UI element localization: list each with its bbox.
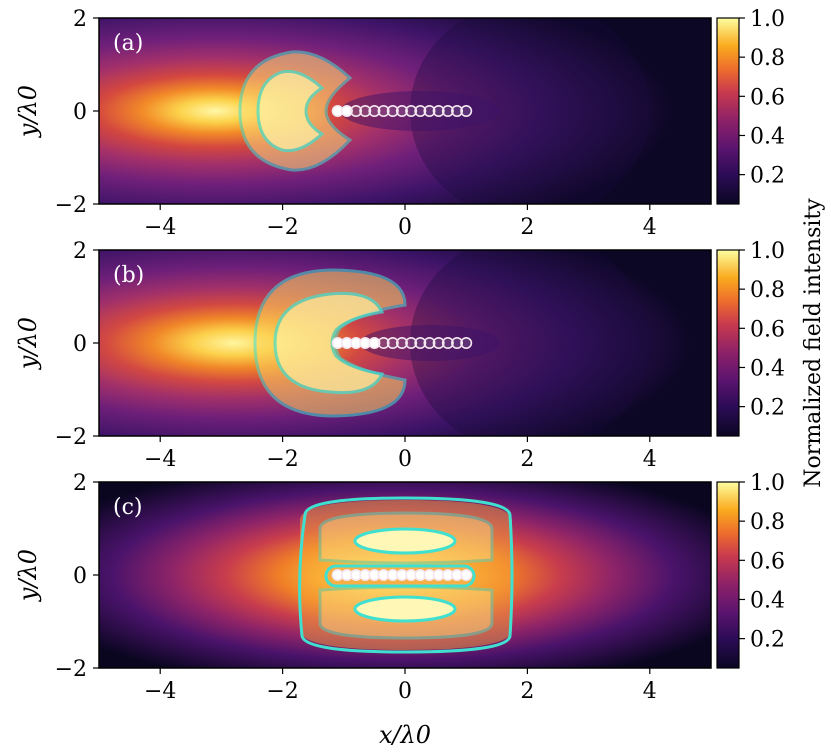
emitter-point [414, 336, 427, 349]
emitter-point [460, 568, 473, 581]
colorbar-c: 0.2 0.4 0.6 0.8 1.0 [716, 471, 785, 669]
colorbar-tick-label: 1.0 [750, 239, 785, 264]
emitter-point [460, 336, 473, 349]
emitter-point [377, 105, 390, 118]
emitter-point [340, 105, 353, 118]
x-tick-label: 2 [520, 447, 534, 472]
colorbar-tick-label: 0.4 [750, 124, 785, 149]
x-tick-label: −4 [144, 679, 176, 704]
y-tick-label: 2 [73, 239, 87, 264]
y-tick-label: 0 [73, 332, 87, 357]
colorbar-tick-label: 0.4 [750, 356, 785, 381]
emitters-c [331, 568, 473, 581]
y-tick-label: 0 [73, 100, 87, 125]
panel-b: (b) −4 −2 0 2 4 −2 0 2 0.2 0.4 0.6 0.8 1.0 [55, 239, 785, 472]
emitter-point [386, 105, 399, 118]
x-tick-label: 2 [520, 679, 534, 704]
emitter-point [423, 105, 436, 118]
x-tick-label: 0 [398, 447, 412, 472]
x-tick-label: −4 [144, 447, 176, 472]
emitter-point [405, 105, 418, 118]
colorbar-a: 0.2 0.4 0.6 0.8 1.0 [716, 7, 785, 205]
axis-ticks-a: −4 −2 0 2 4 −2 0 2 [55, 7, 657, 240]
colorbar-tick-label: 0.6 [750, 85, 785, 110]
x-tick-label: 0 [398, 679, 412, 704]
x-tick-label: 0 [398, 215, 412, 240]
emitter-point [414, 105, 427, 118]
emitter-point [451, 336, 464, 349]
y-tick-label: −2 [55, 657, 87, 682]
field-map-a [99, 18, 711, 204]
emitter-point [405, 336, 418, 349]
x-tick-label: 2 [520, 215, 534, 240]
colorbar-tick-label: 0.2 [750, 164, 785, 189]
emitter-point [395, 105, 408, 118]
x-tick-label: 4 [643, 215, 657, 240]
colorbar-tick-label: 1.0 [750, 471, 785, 496]
emitter-point [432, 105, 445, 118]
emitter-point [460, 105, 473, 118]
emitters-b [331, 336, 473, 349]
x-axis-label: x/λ0 [379, 721, 431, 749]
axis-ticks-b: −4 −2 0 2 4 −2 0 2 [55, 239, 657, 472]
axis-ticks-c: −4 −2 0 2 4 −2 0 2 [55, 471, 657, 704]
emitter-point [377, 336, 390, 349]
panel-a: (a) −4 −2 0 2 4 −2 0 2 0.2 0.4 0.6 0.8 1.0 [55, 7, 785, 240]
colorbar-tick-label: 0.8 [750, 510, 785, 535]
colorbar-tick-label: 1.0 [750, 7, 785, 32]
emitter-point [432, 336, 445, 349]
emitter-point [395, 336, 408, 349]
emitter-point [386, 336, 399, 349]
x-tick-label: 4 [643, 447, 657, 472]
colorbar-label: Normalized field intensity [801, 198, 826, 488]
emitter-point [423, 336, 436, 349]
colorbar-tick-label: 0.8 [750, 46, 785, 71]
panel-label-b: (b) [113, 263, 144, 288]
colorbar-tick-label: 0.2 [750, 628, 785, 653]
emitter-point [368, 336, 381, 349]
panel-label-c: (c) [113, 495, 143, 520]
emitter-point [359, 105, 372, 118]
y-tick-label: −2 [55, 425, 87, 450]
panel-label-a: (a) [113, 31, 143, 56]
colorbar-tick-label: 0.8 [750, 278, 785, 303]
colorbar-tick-label: 0.2 [750, 396, 785, 421]
emitter-point [441, 105, 454, 118]
emitters-a [331, 105, 473, 118]
x-tick-label: −2 [266, 215, 298, 240]
x-tick-label: 4 [643, 679, 657, 704]
y-tick-label: 2 [73, 471, 87, 496]
x-tick-label: −2 [266, 447, 298, 472]
x-tick-label: −2 [266, 679, 298, 704]
emitter-point [368, 105, 381, 118]
colorbar-tick-label: 0.6 [750, 549, 785, 574]
colorbar-tick-label: 0.4 [750, 588, 785, 613]
y-axis-label-c: y/λ0 [14, 549, 42, 602]
field-map-b [99, 250, 711, 436]
colorbar-tick-label: 0.6 [750, 317, 785, 342]
emitter-point [441, 336, 454, 349]
y-tick-label: −2 [55, 193, 87, 218]
y-axis-label-a: y/λ0 [14, 85, 42, 138]
y-axis-label-b: y/λ0 [14, 317, 42, 370]
y-tick-label: 2 [73, 7, 87, 32]
panel-c: (c) −4 −2 0 2 4 −2 0 2 0.2 0.4 0.6 0.8 1.0 [55, 471, 785, 704]
emitter-point [350, 105, 363, 118]
y-tick-label: 0 [73, 564, 87, 589]
x-tick-label: −4 [144, 215, 176, 240]
emitter-point [451, 105, 464, 118]
colorbar-b: 0.2 0.4 0.6 0.8 1.0 [716, 239, 785, 437]
